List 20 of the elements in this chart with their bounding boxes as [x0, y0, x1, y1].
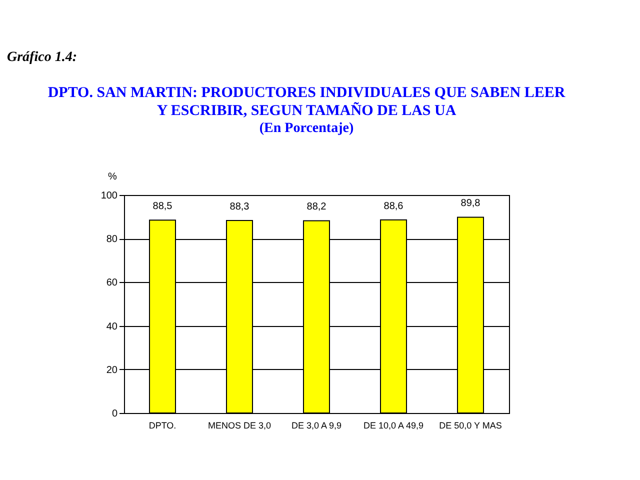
- x-tick-label: DPTO.: [148, 420, 176, 430]
- chart-subtitle: (En Porcentaje): [259, 121, 354, 136]
- y-tick-label: 40: [106, 321, 118, 332]
- y-tick-label: 60: [106, 278, 118, 289]
- y-tick-label: 0: [112, 408, 118, 420]
- data-label: 88,6: [384, 200, 404, 212]
- data-label: 88,5: [152, 201, 173, 212]
- data-label: 88,3: [230, 202, 250, 213]
- x-tick-label: MENOS DE 3,0: [208, 420, 272, 430]
- y-axis-title: %: [108, 172, 118, 182]
- x-tick-label: DE 50,0 Y MAS: [439, 420, 502, 430]
- text: Gráfico 1.4:: [7, 50, 77, 65]
- y-tick-label: 20: [106, 364, 118, 376]
- y-tick-label: 80: [106, 234, 118, 246]
- data-label: 89,8: [460, 198, 481, 210]
- y-tick-label: 100: [100, 190, 118, 202]
- data-label: 88,2: [306, 202, 327, 213]
- x-tick-label: DE 3,0 A 9,9: [291, 420, 342, 430]
- x-tick-label: DE 10,0 A 49,9: [363, 420, 424, 430]
- chart-title: DPTO. SAN MARTIN: PRODUCTORES INDIVIDUALES QUE SABEN LEER Y ESCRIBIR, SEGUN TAMAÑO DE LAS UA: [48, 85, 566, 119]
